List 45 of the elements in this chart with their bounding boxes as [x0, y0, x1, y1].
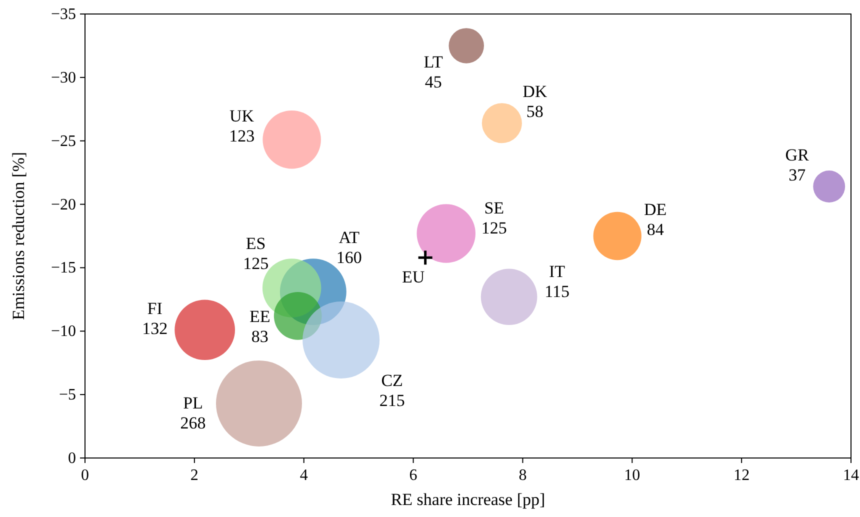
y-tick-label: −30 [50, 69, 76, 86]
data-label: 115 [544, 282, 570, 301]
series-label: IT [549, 262, 566, 281]
x-tick-label: 10 [624, 467, 640, 484]
x-tick-label: 12 [734, 467, 750, 484]
data-label: 123 [229, 126, 255, 146]
y-tick-label: −25 [50, 132, 76, 150]
series-label: CZ [381, 371, 403, 390]
x-tick-label: 2 [190, 467, 198, 484]
series-label: EE [249, 306, 270, 326]
data-label: 132 [142, 318, 168, 338]
y-tick-label: −5 [58, 386, 76, 404]
series-label: PL [183, 393, 203, 412]
data-label: 125 [481, 218, 507, 238]
data-label: 125 [243, 254, 269, 274]
data-label: 45 [424, 72, 442, 92]
series-label: DE [644, 200, 667, 219]
y-tick-label: −35 [50, 6, 76, 23]
x-tick-label: 0 [81, 467, 89, 484]
data-label: 58 [526, 102, 544, 122]
series-label: EU [402, 268, 425, 287]
x-tick-label: 4 [300, 467, 308, 484]
data-label: 160 [336, 248, 362, 267]
data-label: 37 [788, 166, 806, 185]
series-label: ES [246, 234, 266, 254]
series-label: GR [785, 146, 810, 165]
y-tick-label: 0 [68, 450, 76, 467]
x-axis-title: RE share increase [pp] [390, 490, 546, 509]
series-label: FI [147, 298, 163, 318]
x-tick-label: 14 [843, 467, 859, 484]
data-label: 83 [251, 326, 268, 346]
y-tick-label: −20 [50, 196, 76, 214]
series-label: LT [424, 52, 444, 72]
data-label: 215 [379, 391, 405, 410]
data-label: 84 [646, 220, 664, 239]
series-label: AT [338, 228, 360, 247]
y-axis-title: Emissions reduction [%] [9, 152, 28, 320]
x-tick-label: 8 [518, 467, 527, 484]
data-label: 268 [180, 413, 206, 432]
y-tick-label: −10 [50, 323, 76, 340]
y-tick-label: −15 [50, 260, 76, 277]
x-tick-label: 6 [409, 467, 418, 484]
series-label: UK [230, 106, 255, 126]
series-label: SE [484, 198, 504, 218]
series-label: DK [522, 82, 548, 102]
